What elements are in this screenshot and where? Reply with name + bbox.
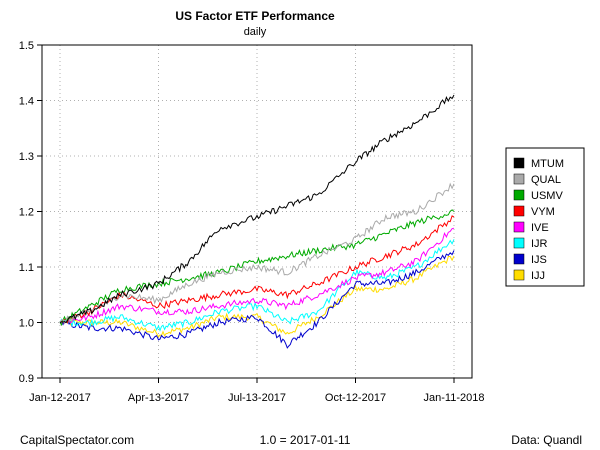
footer-data-credit: Data: Quandl <box>511 433 582 447</box>
series-lines <box>59 94 455 349</box>
legend-label-ijj: IJJ <box>531 270 545 282</box>
y-tick-label: 1.5 <box>19 40 34 52</box>
y-tick-label: 1.1 <box>19 262 34 274</box>
series-line-mtum <box>59 94 455 324</box>
chart-title: US Factor ETF Performance <box>175 9 335 23</box>
legend-label-vym: VYM <box>531 206 555 218</box>
y-tick-label: 1.4 <box>19 96 34 108</box>
y-tick-label: 0.9 <box>19 373 34 385</box>
x-tick-label: Apr-13-2017 <box>128 392 189 404</box>
legend-box <box>505 147 585 287</box>
y-tick-label: 1.2 <box>19 207 34 219</box>
y-tick-label: 1.0 <box>19 318 34 330</box>
x-tick-label: Jan-11-2018 <box>424 392 485 404</box>
grid <box>42 44 472 379</box>
x-tick-label: Oct-12-2017 <box>325 392 386 404</box>
legend-label-mtum: MTUM <box>531 158 564 170</box>
legend-swatch-ijr <box>513 237 525 249</box>
series-line-usmv <box>59 209 455 327</box>
x-tick-label: Jan-12-2017 <box>29 392 91 404</box>
footer-source: CapitalSpectator.com <box>20 433 134 447</box>
legend-swatch-ijj <box>513 269 525 281</box>
legend: MTUM QUAL USMV VYM IVE IJR IJS IJJ <box>505 147 585 287</box>
legend-swatch-qual <box>513 173 525 185</box>
series-line-ijs <box>59 250 455 349</box>
legend-label-usmv: USMV <box>531 190 563 202</box>
x-axis: Jan-12-2017 Apr-13-2017 Jul-13-2017 Oct-12-… <box>29 378 484 404</box>
y-tick-label: 1.3 <box>19 151 34 163</box>
legend-label-ive: IVE <box>531 222 549 234</box>
series-line-ive <box>59 227 455 325</box>
legend-label-ijr: IJR <box>531 238 548 250</box>
legend-swatch-vym <box>513 205 525 217</box>
legend-swatch-usmv <box>513 189 525 201</box>
y-axis: 0.9 1.0 1.1 1.2 1.3 1.4 1.5 <box>19 40 42 385</box>
legend-swatch-ive <box>513 221 525 233</box>
series-line-ijj <box>59 255 455 338</box>
legend-swatch-ijs <box>513 253 525 265</box>
series-line-ijr <box>59 239 455 332</box>
x-tick-label: Jul-13-2017 <box>228 392 286 404</box>
chart-subtitle: daily <box>244 26 267 38</box>
legend-label-qual: QUAL <box>531 174 561 186</box>
footer-base: 1.0 = 2017-01-11 <box>260 433 351 447</box>
legend-swatch-mtum <box>513 157 525 169</box>
legend-label-ijs: IJS <box>531 254 547 266</box>
